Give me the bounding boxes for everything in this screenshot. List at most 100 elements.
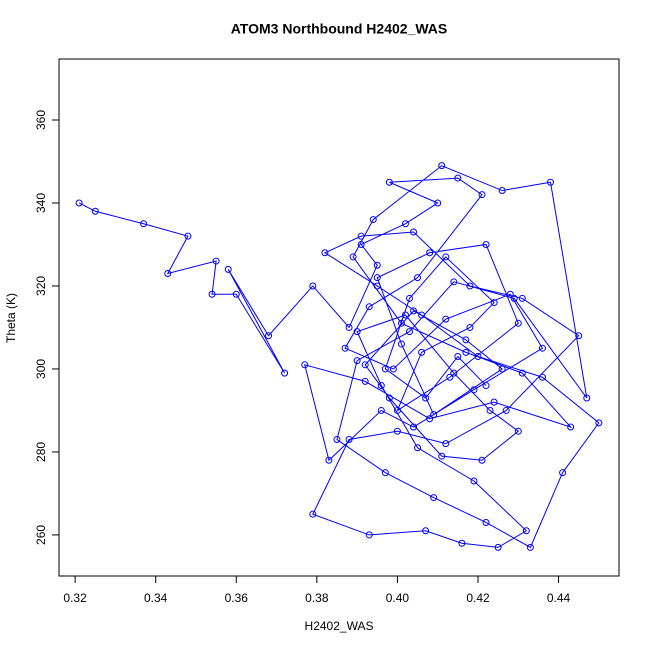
data-point <box>442 315 450 323</box>
data-line <box>78 165 600 549</box>
chart-title: ATOM3 Northbound H2402_WAS <box>231 21 448 37</box>
data-point <box>361 377 369 385</box>
data-point <box>514 319 522 327</box>
data-point <box>498 187 506 195</box>
data-point <box>301 361 309 369</box>
data-point <box>75 199 83 207</box>
data-point <box>454 174 462 182</box>
data-point <box>466 282 474 290</box>
data-point <box>498 365 506 373</box>
data-point <box>458 539 466 547</box>
x-tick-label: 0.42 <box>466 591 490 605</box>
data-point <box>349 253 357 261</box>
plot-frame <box>58 58 620 577</box>
data-point <box>365 303 373 311</box>
data-point <box>140 220 148 228</box>
x-axis-label: H2402_WAS <box>305 619 374 633</box>
data-point <box>377 382 385 390</box>
data-point <box>357 232 365 240</box>
data-point <box>486 406 494 414</box>
data-point <box>426 249 434 257</box>
x-tick-label: 0.38 <box>305 591 329 605</box>
data-point <box>478 456 486 464</box>
x-tick-label: 0.34 <box>144 591 168 605</box>
data-point <box>514 427 522 435</box>
data-point <box>373 261 381 269</box>
data-point <box>438 162 446 170</box>
data-point <box>490 398 498 406</box>
data-point <box>466 323 474 331</box>
data-point <box>264 332 272 340</box>
data-point <box>385 178 393 186</box>
data-point <box>381 365 389 373</box>
data-point <box>559 469 567 477</box>
data-point <box>470 477 478 485</box>
data-point <box>361 361 369 369</box>
data-point <box>538 373 546 381</box>
data-point <box>406 294 414 302</box>
data-point <box>567 423 575 431</box>
data-point <box>377 406 385 414</box>
data-point <box>575 332 583 340</box>
data-point <box>478 191 486 199</box>
data-point <box>490 299 498 307</box>
data-point <box>325 456 333 464</box>
data-point <box>430 411 438 419</box>
data-point <box>212 257 220 265</box>
data-point <box>522 527 530 535</box>
data-point <box>450 278 458 286</box>
data-point <box>410 423 418 431</box>
data-point <box>184 232 192 240</box>
data-point <box>410 228 418 236</box>
data-point <box>341 344 349 352</box>
data-point <box>583 394 591 402</box>
data-point <box>506 290 514 298</box>
data-point <box>345 435 353 443</box>
y-tick-label: 280 <box>34 442 48 462</box>
data-point <box>397 319 405 327</box>
y-tick-label: 340 <box>34 193 48 213</box>
data-point <box>474 353 482 361</box>
data-point <box>454 353 462 361</box>
data-point <box>446 373 454 381</box>
data-point <box>482 240 490 248</box>
data-point <box>393 427 401 435</box>
data-point <box>393 406 401 414</box>
data-point <box>526 543 534 551</box>
data-point <box>369 216 377 224</box>
data-point <box>164 270 172 278</box>
data-point <box>410 307 418 315</box>
data-point <box>414 444 422 452</box>
y-tick-label: 300 <box>34 359 48 379</box>
data-point <box>381 469 389 477</box>
x-tick-label: 0.36 <box>225 591 249 605</box>
data-point <box>365 531 373 539</box>
x-tick-label: 0.44 <box>547 591 571 605</box>
data-point <box>397 340 405 348</box>
data-point <box>418 311 426 319</box>
data-point <box>309 282 317 290</box>
data-point <box>418 348 426 356</box>
data-point <box>333 435 341 443</box>
data-point <box>401 311 409 319</box>
data-point <box>422 527 430 535</box>
y-tick-label: 320 <box>34 276 48 296</box>
data-point <box>547 178 555 186</box>
data-point <box>414 274 422 282</box>
data-point <box>401 220 409 228</box>
data-point <box>470 386 478 394</box>
data-point <box>353 328 361 336</box>
data-point <box>510 294 518 302</box>
data-point <box>438 452 446 460</box>
data-point <box>595 419 603 427</box>
data-point <box>462 348 470 356</box>
x-tick-label: 0.32 <box>63 591 87 605</box>
data-point <box>482 518 490 526</box>
data-point <box>462 336 470 344</box>
data-point <box>357 240 365 248</box>
data-point <box>373 274 381 282</box>
data-point <box>232 290 240 298</box>
data-point <box>426 415 434 423</box>
data-point <box>502 406 510 414</box>
